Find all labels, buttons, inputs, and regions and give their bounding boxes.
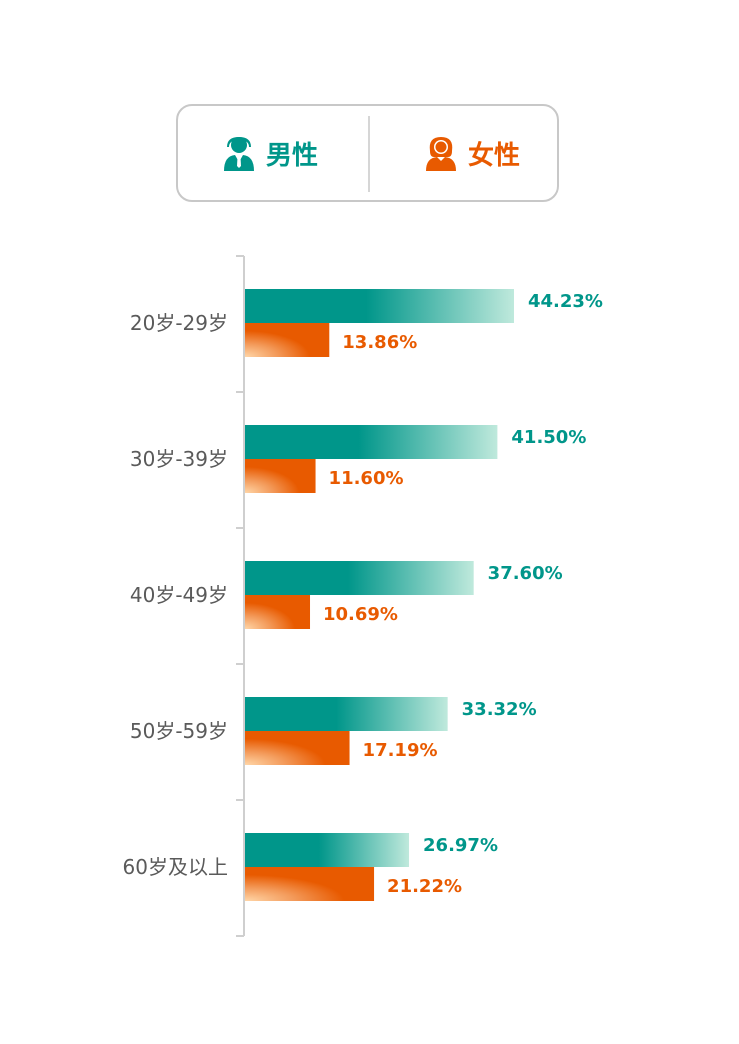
category-label: 50岁-59岁 [130, 719, 228, 743]
female-person-icon [426, 137, 456, 171]
male-person-icon [224, 137, 254, 171]
legend-divider [368, 116, 370, 192]
legend-item-male[interactable]: 男性 [222, 106, 318, 200]
category-label: 30岁-39岁 [130, 447, 228, 471]
male-value-label: 44.23% [528, 291, 603, 312]
legend-label-female: 女性 [468, 140, 521, 171]
category-label: 20岁-29岁 [130, 311, 228, 335]
female-bar [245, 867, 375, 901]
female-value-label: 21.22% [387, 876, 462, 897]
male-bar [245, 289, 514, 323]
male-value-label: 33.32% [462, 699, 537, 720]
female-value-label: 11.60% [329, 468, 404, 489]
male-value-label: 41.50% [511, 427, 586, 448]
category-label: 60岁及以上 [123, 855, 228, 879]
female-value-label: 13.86% [342, 332, 417, 353]
male-value-label: 26.97% [423, 835, 498, 856]
category-label: 40岁-49岁 [130, 583, 228, 607]
female-value-label: 17.19% [363, 740, 438, 761]
male-bar [245, 561, 474, 595]
y-axis [236, 255, 245, 937]
male-bar [245, 833, 410, 867]
female-bar [245, 459, 316, 493]
male-bar [245, 425, 498, 459]
bars-group [245, 289, 514, 901]
legend: 男性 女性 [176, 104, 559, 202]
female-bar [245, 595, 311, 629]
labels-group: 20岁-29岁 44.23% 13.86% 30岁-39岁 41.50% 11.60% 40… [123, 291, 603, 897]
female-value-label: 10.69% [323, 604, 398, 625]
female-bar [245, 323, 330, 357]
male-value-label: 37.60% [488, 563, 563, 584]
female-bar [245, 731, 350, 765]
legend-item-female[interactable]: 女性 [424, 106, 520, 200]
legend-label-male: 男性 [266, 140, 319, 171]
male-bar [245, 697, 448, 731]
